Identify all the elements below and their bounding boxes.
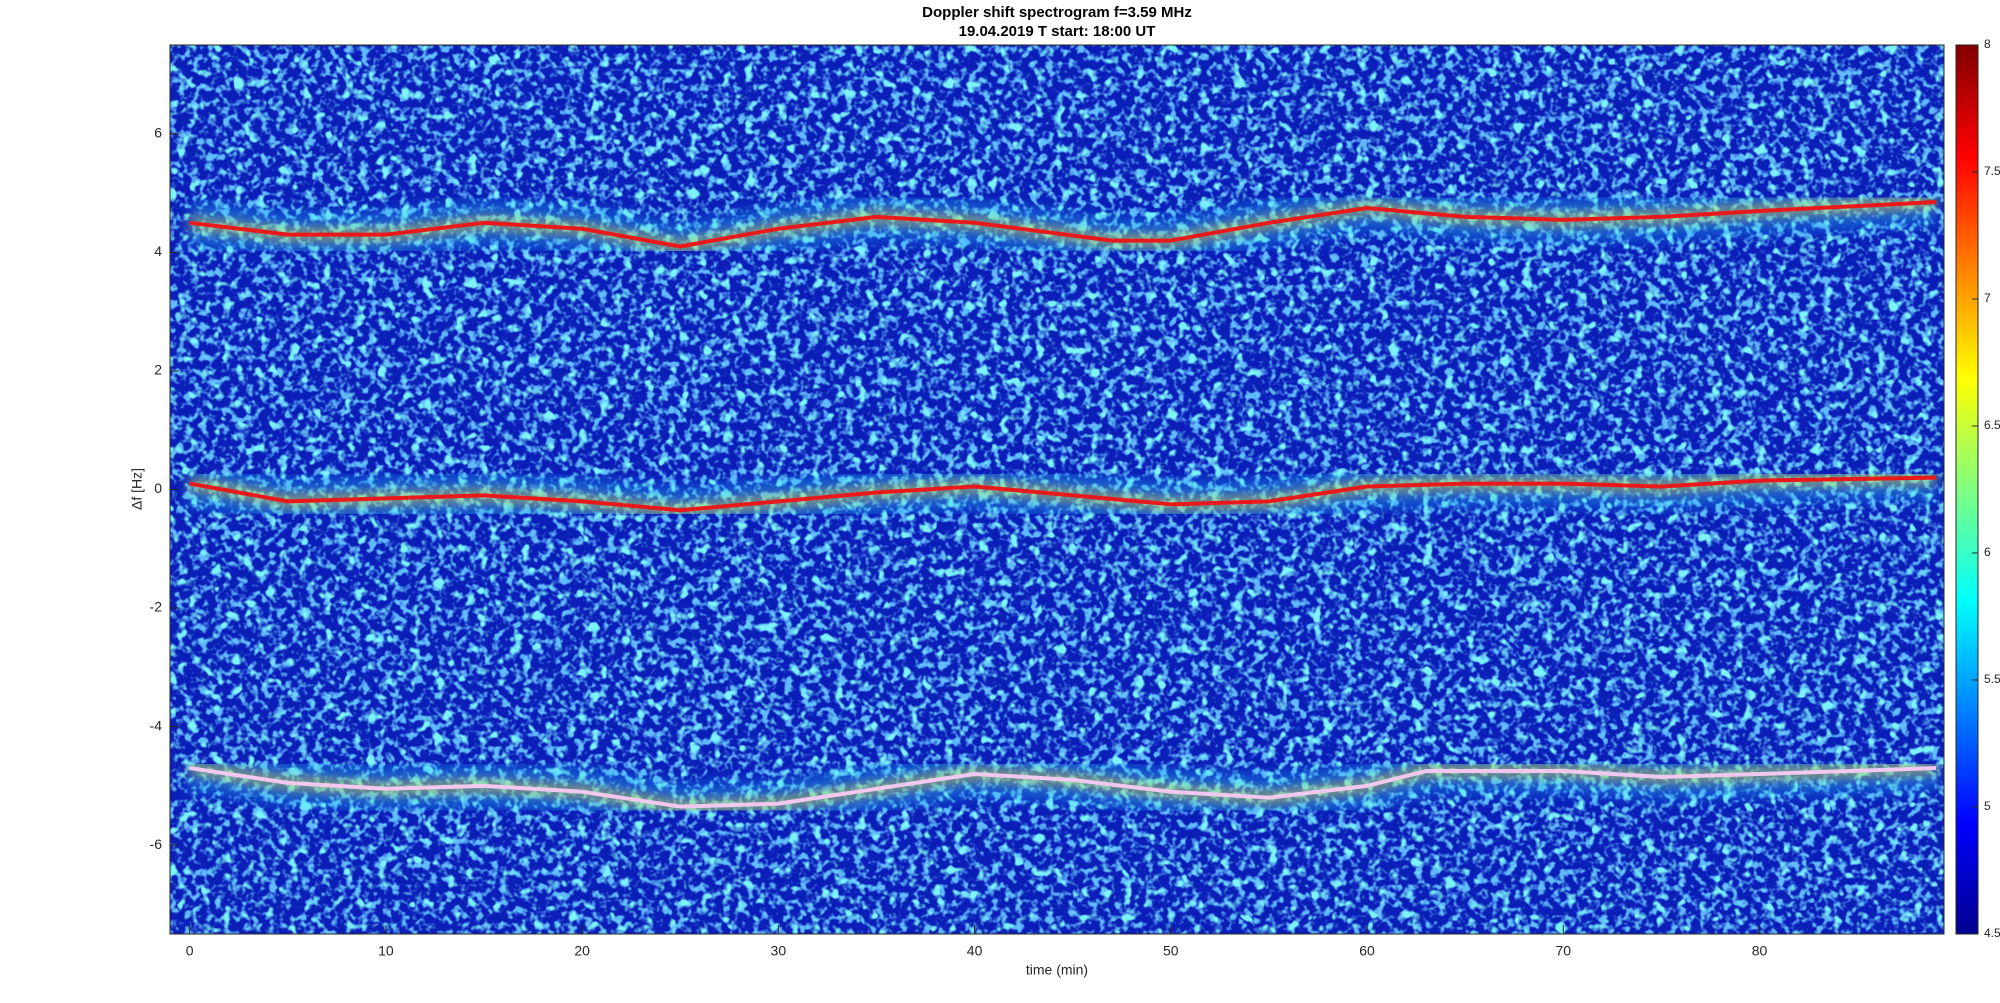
x-tick-label: 10 xyxy=(378,943,394,959)
y-tick-label: 0 xyxy=(154,480,162,496)
x-tick-label: 40 xyxy=(967,943,983,959)
y-tick-label: 4 xyxy=(154,243,162,259)
colorbar-tick-label: 8 xyxy=(1984,37,1991,51)
colorbar-tick-label: 4.5 xyxy=(1984,926,2000,940)
x-tick-label: 20 xyxy=(574,943,590,959)
y-tick-label: 6 xyxy=(154,125,162,141)
colorbar-tick-label: 7.5 xyxy=(1984,164,2000,178)
colorbar xyxy=(1955,44,1979,935)
x-tick-label: 60 xyxy=(1359,943,1375,959)
y-tick-label: 2 xyxy=(154,362,162,378)
chart-title: Doppler shift spectrogram f=3.59 MHz xyxy=(922,4,1192,21)
x-axis-label: time (min) xyxy=(1026,962,1088,978)
y-tick-label: -6 xyxy=(150,836,163,852)
x-tick-label: 50 xyxy=(1163,943,1179,959)
x-tick-label: 80 xyxy=(1752,943,1768,959)
x-tick-label: 30 xyxy=(771,943,787,959)
traces xyxy=(185,179,1938,830)
colorbar-tick-label: 5 xyxy=(1984,799,1991,813)
y-axis-label: Δf [Hz] xyxy=(129,468,145,510)
colorbar-tick-label: 6.5 xyxy=(1984,418,2000,432)
trace xyxy=(189,475,1937,513)
colorbar-tick-label: 6 xyxy=(1984,545,1991,559)
y-tick-label: -4 xyxy=(150,717,163,733)
x-tick-label: 70 xyxy=(1556,943,1572,959)
chart-subtitle: 19.04.2019 T start: 18:00 UT xyxy=(959,23,1156,40)
trace xyxy=(189,200,1937,249)
colorbar-tick-label: 7 xyxy=(1984,291,1991,305)
y-tick-label: -2 xyxy=(150,599,163,615)
colorbar-tick-label: 5.5 xyxy=(1984,672,2000,686)
x-tick-label: 0 xyxy=(186,943,194,959)
trace xyxy=(189,766,1937,809)
